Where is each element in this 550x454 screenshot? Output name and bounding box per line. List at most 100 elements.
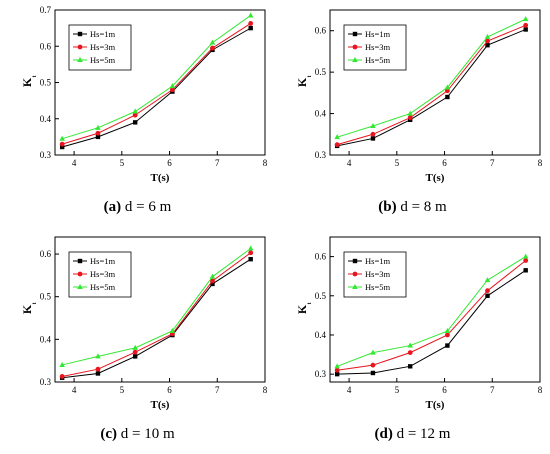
data-point-triangle — [407, 342, 413, 348]
plot-frame — [54, 236, 266, 383]
data-point-triangle — [209, 39, 216, 45]
data-point-square — [132, 354, 138, 359]
series-line-Hs=1m — [62, 27, 251, 148]
legend-marker-square — [352, 258, 358, 264]
y-tick-label: 0.6 — [40, 41, 52, 51]
plot-frame — [329, 236, 541, 383]
legend-label: Hs=5m — [90, 55, 115, 65]
y-tick-label: 0.6 — [315, 26, 327, 36]
series-line-Hs=1m — [62, 258, 251, 379]
y-axis-label-group: Kt — [295, 303, 313, 315]
y-axis-label-subscript: t — [307, 76, 313, 78]
series-line-Hs=5m — [336, 256, 526, 367]
data-point-circle — [210, 278, 215, 284]
legend-label: Hs=5m — [365, 282, 390, 292]
data-point-circle — [523, 258, 529, 263]
data-point-square — [485, 43, 490, 48]
y-tick-label: 0.3 — [40, 377, 52, 387]
series-line-Hs=3m — [337, 260, 526, 371]
series-line-Hs=3m — [62, 252, 251, 377]
chart-b-caption: (b) d = 8 m — [275, 199, 550, 216]
data-point-circle — [132, 349, 138, 355]
data-point-triangle — [59, 361, 65, 367]
chart-d-caption: (d) d = 12 m — [275, 426, 550, 443]
data-point-circle — [485, 288, 490, 294]
series-line-Hs=5m — [62, 248, 251, 366]
y-axis-label-group: Kt — [20, 303, 38, 315]
data-point-triangle — [522, 253, 529, 259]
legend-label: Hs=1m — [365, 256, 390, 266]
data-point-triangle — [247, 245, 254, 251]
y-axis-label-group: Kt — [295, 76, 313, 88]
data-point-square — [248, 25, 253, 31]
y-tick-label: 0.4 — [40, 114, 52, 124]
data-point-triangle — [132, 344, 138, 350]
data-point-square — [334, 371, 340, 377]
data-point-circle — [170, 87, 175, 93]
x-tick-label: 7 — [490, 385, 495, 395]
data-point-circle — [485, 38, 490, 44]
x-tick-label: 5 — [120, 385, 125, 395]
y-tick-label: 0.5 — [315, 291, 327, 301]
x-tick-label: 4 — [72, 385, 77, 395]
data-point-circle — [95, 366, 101, 372]
legend-label: Hs=5m — [365, 55, 390, 65]
y-axis-label-subscript: t — [307, 303, 313, 305]
data-point-square — [485, 293, 490, 298]
data-point-triangle — [169, 83, 176, 89]
x-tick-label: 8 — [538, 385, 543, 395]
data-point-circle — [59, 141, 65, 147]
data-point-circle — [370, 131, 376, 137]
legend-marker-circle — [352, 44, 358, 50]
chart-c-caption-text: d = 10 m — [120, 426, 175, 442]
y-tick-label: 0.4 — [315, 330, 327, 340]
y-tick-label: 0.4 — [315, 109, 327, 119]
series-line-Hs=5m — [62, 15, 251, 140]
legend-label: Hs=3m — [365, 42, 390, 52]
chart-a-caption-label: (a) — [103, 199, 122, 215]
x-axis-label: T(s) — [426, 399, 445, 411]
data-point-circle — [407, 350, 413, 356]
data-point-square — [95, 134, 101, 140]
data-point-circle — [370, 362, 376, 368]
x-tick-label: 4 — [72, 158, 77, 168]
series-line-Hs=1m — [337, 29, 526, 147]
data-point-triangle — [169, 327, 176, 333]
data-point-square — [248, 256, 253, 262]
data-point-square — [59, 144, 65, 150]
chart-c-caption: (c) d = 10 m — [0, 426, 275, 443]
data-point-square — [407, 364, 413, 369]
legend-label: Hs=1m — [90, 256, 115, 266]
y-tick-label: 0.6 — [315, 252, 327, 262]
data-point-circle — [95, 130, 101, 136]
x-tick-label: 8 — [263, 385, 268, 395]
data-point-triangle — [484, 33, 491, 39]
data-point-square — [132, 120, 138, 125]
data-point-circle — [248, 21, 254, 26]
y-axis-label-group: Kt — [20, 76, 38, 88]
chart-b-svg: 4 5 6 7 8 0.3 0.4 0.5 0.6 T(s) Kt Hs=1m Hs=3m Hs=5m — [295, 9, 543, 184]
data-point-triangle — [334, 134, 340, 140]
x-tick-label: 6 — [167, 158, 172, 168]
x-tick-label: 6 — [167, 385, 172, 395]
legend-marker-square — [352, 31, 358, 37]
y-axis-label: K — [20, 77, 34, 87]
y-tick-label: 0.3 — [40, 150, 52, 160]
data-point-triangle — [522, 16, 529, 22]
data-point-circle — [334, 142, 340, 148]
legend-marker-circle — [77, 271, 83, 277]
data-point-triangle — [444, 328, 451, 334]
y-tick-label: 0.5 — [40, 292, 52, 302]
series-line-Hs=3m — [62, 22, 251, 145]
legend-marker-triangle — [77, 57, 83, 62]
data-point-square — [210, 281, 215, 287]
data-point-square — [95, 371, 101, 376]
chart-a-svg: 4 5 6 7 8 0.3 0.4 0.5 0.6 0.7 T(s) Kt Hs=1m Hs=3m Hs=5… — [20, 5, 268, 184]
legend-marker-triangle — [352, 57, 358, 62]
series-line-Hs=1m — [337, 269, 526, 375]
legend-marker-circle — [77, 44, 83, 50]
legend-label: Hs=3m — [90, 42, 115, 52]
data-point-circle — [407, 115, 413, 121]
data-point-triangle — [484, 277, 491, 283]
